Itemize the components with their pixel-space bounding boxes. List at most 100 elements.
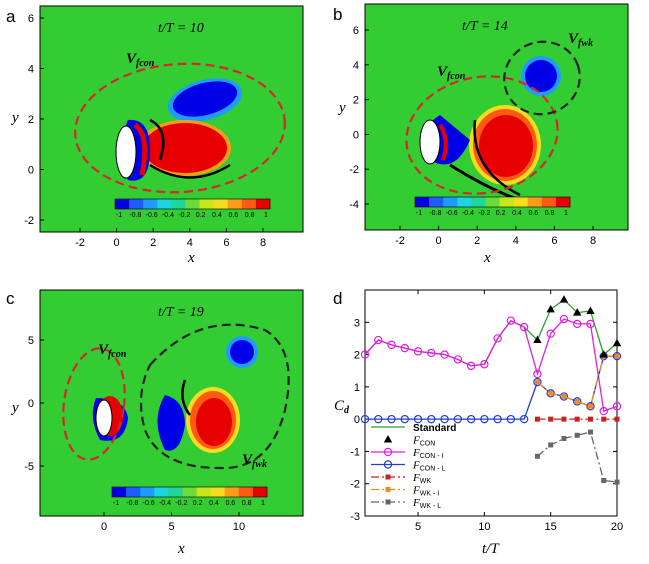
colorbar-swatch <box>457 197 472 207</box>
colorbar-tick-label: 0.4 <box>212 212 222 219</box>
region-con-b <box>405 75 559 195</box>
panel-b: b t/T = 14 Vfcon Vfwk -1 -0.8 -0.6 -0.4 -0.2… <box>333 3 629 266</box>
F_CON-point <box>586 306 595 314</box>
panel-c-vortices <box>62 323 290 470</box>
colorbar-tick-label: 1 <box>261 500 265 507</box>
F_WK-I-point <box>587 403 593 409</box>
F_CON-I-point <box>533 369 542 379</box>
colorbar-swatch <box>255 199 271 209</box>
colorbar-tick-label: -0.2 <box>175 500 187 507</box>
F_CON-I-point <box>453 355 463 364</box>
x-tick-label: 6 <box>223 237 229 249</box>
colorbar-tick-label: -0.8 <box>129 212 141 219</box>
colorbar-swatch <box>227 199 243 209</box>
colorbar-tick-label: -0.8 <box>429 210 441 217</box>
F_CON-I-point <box>360 350 370 359</box>
y-tick-label: 2 <box>353 95 359 107</box>
colorbar-swatch <box>415 197 430 207</box>
colorbar-tick-label: -0.2 <box>478 210 490 217</box>
legend-item: FWK - L <box>371 497 441 510</box>
legend-F_CON-point <box>383 435 393 443</box>
F_CON-I-point <box>493 334 502 343</box>
y-tick-label: 5 <box>28 335 34 347</box>
colorbar-swatch <box>112 487 127 497</box>
y-tick-label: -2 <box>350 479 360 491</box>
colorbar-tick-label: -0.6 <box>446 210 458 217</box>
panel-c-label: c <box>6 289 15 308</box>
F_WK-L-point <box>601 477 607 483</box>
F_CON-I-point <box>519 322 529 332</box>
chart-ylabel: Cd <box>334 398 350 416</box>
F_CON-I-point <box>612 402 622 411</box>
F_CON-L-point <box>493 414 502 424</box>
colorbar-tick-label: 0.8 <box>245 212 255 219</box>
F_CON-point <box>573 308 582 316</box>
panel-b-region-con-label: Vfcon <box>437 64 466 82</box>
colorbar-tick-label: 0.8 <box>545 210 555 217</box>
legend-F_WK-point <box>385 474 391 480</box>
legend-item: FWK - I <box>371 485 439 498</box>
legend-F_CON-I-point <box>383 447 393 457</box>
colorbar-swatch <box>154 487 169 497</box>
colorbar-swatch <box>541 197 557 207</box>
series-line <box>364 318 618 412</box>
colorbar-swatch <box>171 199 186 209</box>
F_CON-L-point <box>480 414 489 424</box>
colorbar-swatch <box>196 487 211 497</box>
panel-a-region-label: Vfcon <box>126 51 155 69</box>
panel-b-region-wk-label: Vfwk <box>568 31 593 49</box>
legend-F_CON-L-point <box>383 460 393 469</box>
F_CON-point <box>559 295 569 303</box>
x-tick-label: 0 <box>101 521 107 533</box>
F_CON-point <box>533 335 542 344</box>
legend-label: FWK - I <box>412 485 439 498</box>
x-tick-label: 4 <box>513 235 519 247</box>
y-tick-label: 3 <box>354 317 360 329</box>
series-F_CON-I <box>360 314 622 416</box>
panel-c-colorbar: -1 -0.8 -0.6 -0.4 -0.2 0.2 0.4 0.6 0.8 1 <box>111 486 268 507</box>
F_WK-I-point <box>574 398 580 404</box>
y-tick-label: 2 <box>28 114 34 126</box>
colorbar-tick-label: 0.4 <box>209 500 219 507</box>
colorbar-swatch <box>185 199 200 209</box>
colorbar-tick-label: -0.6 <box>146 212 158 219</box>
colorbar-tick-label: -0.6 <box>143 500 155 507</box>
colorbar-swatch <box>199 199 214 209</box>
x-tick-label: 15 <box>545 521 557 533</box>
colorbar-swatch <box>252 487 268 497</box>
panel-c: c t/T = 19 Vfcon Vfwk -1 -0.8 -0.6 -0.4 -0.2… <box>6 289 304 557</box>
legend-label: FCON <box>412 435 435 448</box>
F_WK-point <box>614 416 620 422</box>
y-tick-label: 4 <box>28 64 34 76</box>
x-tick-label: 0 <box>436 235 442 247</box>
x-tick-label: 4 <box>187 237 193 249</box>
F_CON-I-point <box>480 360 489 369</box>
colorbar-swatch <box>182 487 197 497</box>
x-tick-label: -2 <box>75 237 85 249</box>
y-tick-label: -1 <box>350 446 360 458</box>
colorbar-tick-label: 0.6 <box>528 210 538 217</box>
F_CON-I-point <box>387 340 396 350</box>
region-con-a <box>74 62 286 194</box>
panel-a-field <box>39 5 304 233</box>
F_WK-L-point <box>561 436 567 442</box>
F_WK-I-point <box>548 390 554 396</box>
F_WK-point <box>534 416 540 422</box>
F_CON-L-point <box>360 414 370 424</box>
F_WK-I-point <box>614 353 620 359</box>
y-tick-label: -5 <box>24 461 34 473</box>
x-tick-label: 20 <box>611 521 623 533</box>
colorbar-swatch <box>471 197 486 207</box>
F_WK-point <box>587 416 593 422</box>
F_CON-I-point <box>586 319 595 329</box>
y-tick-label: 2 <box>354 350 360 362</box>
y-tick-label: -4 <box>349 199 359 211</box>
colorbar-tick-label: -1 <box>416 210 422 217</box>
legend-label: FCON - I <box>412 447 444 460</box>
colorbar-swatch <box>168 487 183 497</box>
panel-b-vortices <box>405 40 581 202</box>
panel-b-xlabel: x <box>483 250 491 266</box>
F_CON-L-point <box>519 414 529 424</box>
F_CON-I-point <box>506 316 516 325</box>
colorbar-swatch <box>224 487 240 497</box>
